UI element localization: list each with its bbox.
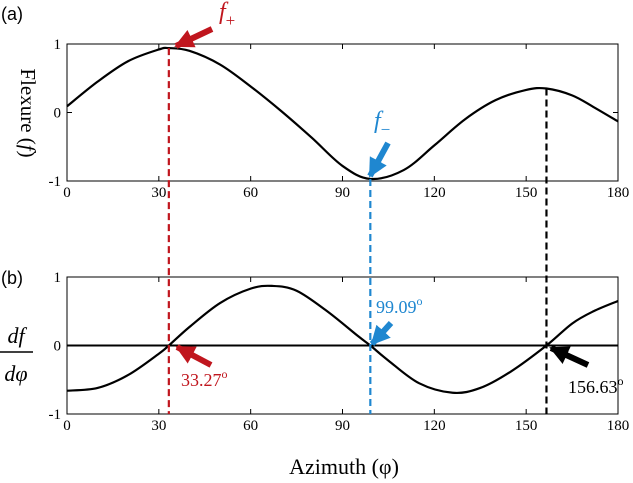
arrow-zero-a [175,344,213,368]
x-tick-label-b: 0 [63,418,71,434]
arrow-zero-c [549,345,590,368]
y-tick-label-a: 1 [54,37,62,53]
y-label-numerator: df [7,323,27,348]
y-tick-label-b: 0 [54,339,62,355]
f-plus-label: f+ [219,0,235,30]
x-tick-label-b: 30 [151,418,166,434]
zero-label-a: 33.27o [181,367,228,390]
x-tick-label-b: 60 [243,418,258,434]
arrow-f-minus [367,141,391,178]
y-tick-label-a: -1 [49,174,62,190]
guide-lines [167,48,548,414]
x-tick-label-a: 180 [607,185,630,201]
y-axis-label-a: Flexure (f) [16,68,40,157]
x-tick-label-a: 150 [515,185,538,201]
derivative-curve [66,284,619,395]
flexure-curve [66,46,619,181]
x-axis-label: Azimuth (φ) [289,454,399,479]
y-tick-label-b: 1 [54,270,62,286]
x-tick-label-a: 60 [243,185,258,201]
panel-label-a: (a) [1,4,23,24]
f-minus-label: f− [374,108,390,139]
y-axis-label-b: df dφ [0,323,33,386]
panel-b-axes: 0 30 60 90 120 150 180-101 [49,270,630,434]
x-tick-label-b: 120 [423,418,446,434]
zero-label-c: 156.63o [568,374,624,397]
y-label-denominator: dφ [4,361,27,386]
arrow-f-plus [174,26,214,49]
plot-frame-a [66,43,619,182]
panel-label-b: (b) [1,268,23,288]
x-tick-label-a: 120 [423,185,446,201]
zero-label-b: 99.09o [376,294,423,317]
x-tick-label-a: 90 [335,185,350,201]
x-tick-label-b: 180 [607,418,630,434]
annotation-arrows [174,26,590,368]
x-tick-label-a: 30 [151,185,166,201]
x-tick-label-b: 90 [335,418,350,434]
y-tick-label-a: 0 [54,106,62,122]
x-tick-label-a: 0 [63,185,71,201]
y-tick-label-b: -1 [49,407,62,423]
x-tick-label-b: 150 [515,418,538,434]
panel-a-axes: 0 30 60 90 120 150 180-101 [49,37,630,201]
arrow-zero-b [369,320,394,347]
